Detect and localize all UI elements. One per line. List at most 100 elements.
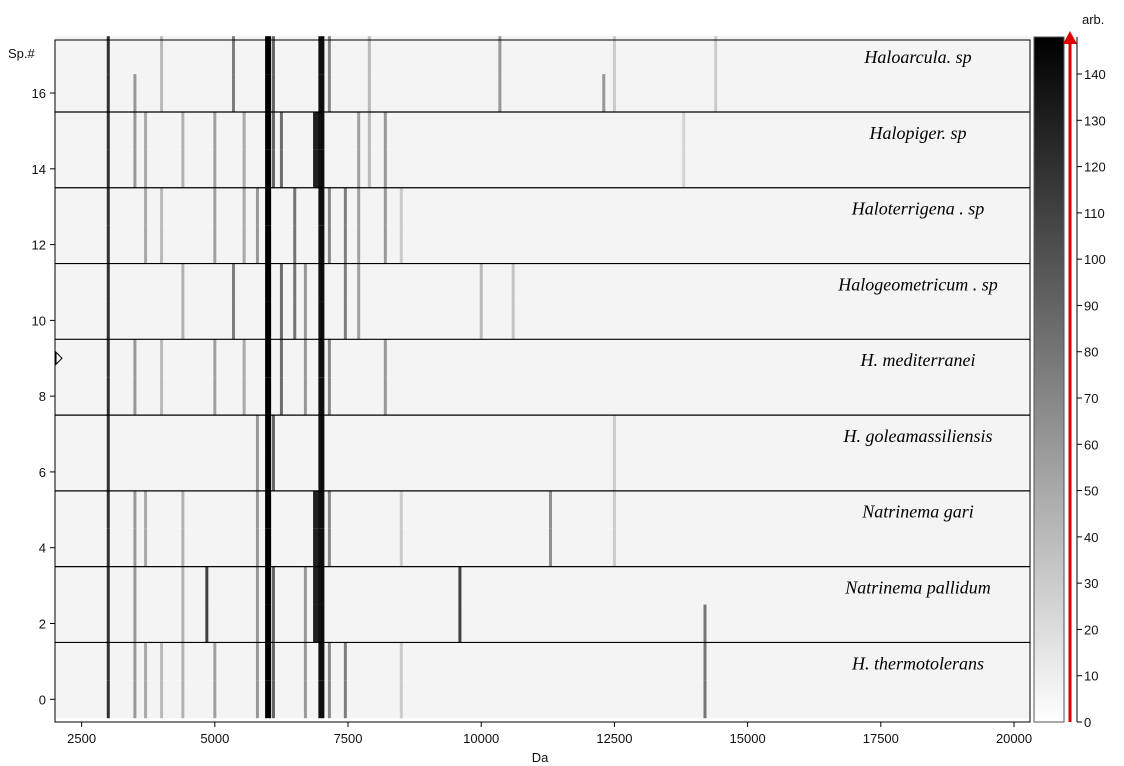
- spectrum-band: [367, 74, 371, 112]
- spectrum-band: [133, 642, 137, 681]
- colorbar-tick-label: 20: [1084, 622, 1098, 637]
- spectrum-band: [327, 36, 331, 75]
- x-tick-label: 20000: [996, 731, 1032, 746]
- x-tick-label: 5000: [200, 731, 229, 746]
- x-tick-label: 15000: [730, 731, 766, 746]
- spectrum-band: [144, 680, 148, 719]
- spectrum-band: [271, 452, 275, 491]
- spectrum-band: [318, 36, 325, 75]
- spectrum-band: [106, 36, 110, 75]
- colorbar-tick-label: 80: [1084, 345, 1098, 360]
- species-label: Natrinema gari: [861, 502, 974, 522]
- spectrum-band: [181, 528, 185, 567]
- x-tick-label: 17500: [863, 731, 899, 746]
- spectrum-band: [703, 604, 707, 643]
- spectrum-row: [55, 225, 1030, 264]
- spectrum-band: [242, 149, 246, 188]
- spectrum-band: [399, 225, 403, 264]
- spectrum-row: [55, 74, 1030, 112]
- spectrum-band: [181, 301, 185, 340]
- spectrum-band: [265, 452, 272, 491]
- spectrum-band: [181, 263, 185, 302]
- spectrum-band: [343, 642, 347, 681]
- spectrum-band: [327, 225, 331, 264]
- species-label: Natrinema pallidum: [844, 577, 991, 597]
- spectrum-band: [106, 415, 110, 453]
- colorbar-tick-label: 10: [1084, 669, 1098, 684]
- spectrum-band: [357, 263, 361, 302]
- spectrum-band: [327, 680, 331, 719]
- spectrum-band: [242, 339, 246, 378]
- spectrum-band: [213, 377, 217, 416]
- spectrum-band: [160, 187, 164, 226]
- spectrum-band: [327, 377, 331, 416]
- y-tick-label: 10: [32, 313, 46, 328]
- colorbar-tick-label: 40: [1084, 530, 1098, 545]
- spectrum-band: [318, 339, 325, 378]
- spectrum-band: [279, 263, 283, 302]
- spectrum-band: [265, 149, 272, 188]
- spectrum-band: [313, 149, 320, 188]
- spectrum-band: [318, 680, 325, 719]
- spectrum-band: [133, 377, 137, 416]
- spectrum-band: [313, 566, 320, 605]
- spectrum-band: [498, 36, 502, 75]
- spectrum-band: [303, 377, 307, 416]
- spectrum-row: [55, 36, 1030, 75]
- spectrum-band: [318, 377, 325, 416]
- spectrum-band: [357, 111, 361, 150]
- y-tick-label: 4: [39, 541, 46, 556]
- spectrum-band: [271, 74, 275, 112]
- spectrum-band: [399, 528, 403, 567]
- y-tick-label: 12: [32, 238, 46, 253]
- spectrum-band: [279, 339, 283, 378]
- colorbar: [1033, 36, 1065, 723]
- spectrum-band: [383, 339, 387, 378]
- spectrum-band: [144, 528, 148, 567]
- spectrum-band: [181, 149, 185, 188]
- spectrum-band: [318, 415, 325, 453]
- spectrum-band: [106, 111, 110, 150]
- spectrum-row: [55, 528, 1030, 567]
- spectrum-band: [612, 528, 616, 567]
- spectrum-band: [255, 528, 259, 567]
- spectrum-band: [327, 187, 331, 226]
- colorbar-label: arb.: [1082, 12, 1104, 27]
- spectrum-row: [55, 642, 1030, 681]
- y-tick-label: 14: [32, 162, 46, 177]
- x-tick-label: 2500: [67, 731, 96, 746]
- spectrum-band: [133, 339, 137, 378]
- spectrum-band: [612, 74, 616, 112]
- spectrum-band: [318, 187, 325, 226]
- spectrum-band: [318, 452, 325, 491]
- spectrum-band: [265, 415, 272, 453]
- y-axis-ticks: 0 2 4 6 8 10 12 14 16: [32, 86, 55, 707]
- spectrum-band: [265, 74, 272, 112]
- species-label: Halopiger. sp: [868, 123, 966, 143]
- spectrum-band: [271, 36, 275, 75]
- spectrum-band: [318, 490, 325, 529]
- spectrum-band: [265, 339, 272, 378]
- spectrum-band: [343, 187, 347, 226]
- x-tick-label: 12500: [596, 731, 632, 746]
- spectrum-band: [133, 74, 137, 112]
- spectrum-band: [181, 111, 185, 150]
- colorbar-red-arrow-head: [1063, 31, 1077, 44]
- spectrum-band: [231, 36, 235, 75]
- spectrum-band: [242, 111, 246, 150]
- spectrum-band: [213, 680, 217, 719]
- spectrum-band: [265, 377, 272, 416]
- spectrum-band: [303, 263, 307, 302]
- spectrum-band: [213, 642, 217, 681]
- spectrum-row: [55, 490, 1030, 529]
- colorbar-tick-label: 90: [1084, 298, 1098, 313]
- spectrum-band: [160, 680, 164, 719]
- spectrum-band: [265, 187, 272, 226]
- spectrum-band: [205, 604, 209, 643]
- spectrum-row: [55, 452, 1030, 491]
- spectrum-band: [213, 111, 217, 150]
- spectrum-band: [703, 642, 707, 681]
- spectrum-band: [271, 566, 275, 605]
- spectrum-band: [318, 566, 325, 605]
